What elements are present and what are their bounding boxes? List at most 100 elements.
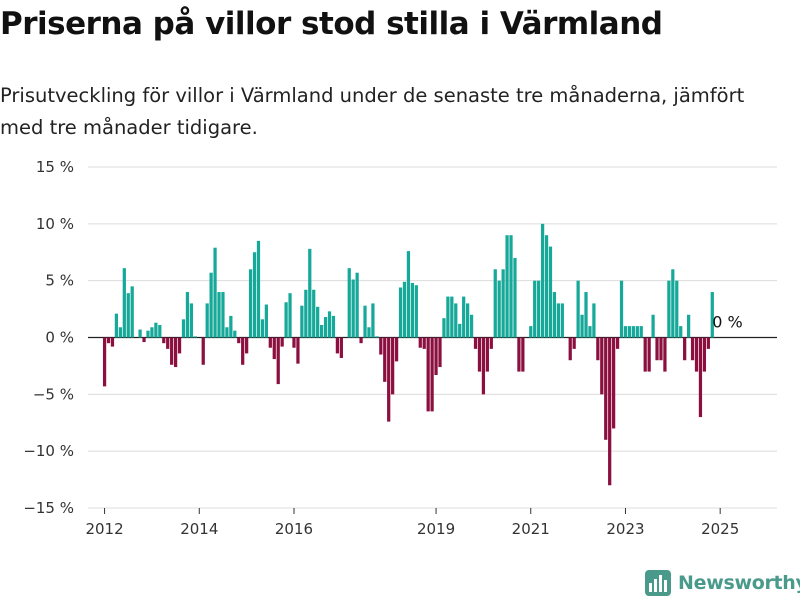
bar xyxy=(627,326,632,338)
bar xyxy=(335,337,340,354)
bar xyxy=(347,268,351,338)
bar xyxy=(126,293,130,338)
bar xyxy=(434,337,438,376)
bar xyxy=(304,289,308,338)
bar xyxy=(312,289,316,338)
bar xyxy=(264,304,268,338)
bar xyxy=(189,303,194,338)
bar xyxy=(615,337,620,349)
bar xyxy=(462,296,466,338)
bar xyxy=(201,337,205,365)
bar xyxy=(359,337,363,344)
bar xyxy=(521,337,525,372)
bar xyxy=(623,326,628,338)
bar xyxy=(106,337,111,344)
brand-name: Newsworthy xyxy=(678,572,800,594)
bar xyxy=(150,327,154,338)
bar xyxy=(410,282,414,338)
bar xyxy=(102,337,107,387)
x-tick-label: 2021 xyxy=(512,520,550,535)
bar xyxy=(572,337,576,349)
bar xyxy=(619,280,624,338)
bar xyxy=(639,326,643,338)
bar xyxy=(580,314,584,338)
bar xyxy=(130,286,134,338)
bar xyxy=(509,235,513,338)
bar xyxy=(418,337,422,348)
bar xyxy=(643,337,647,372)
bar xyxy=(576,280,580,338)
bar xyxy=(209,272,213,338)
bar xyxy=(252,252,257,338)
bar xyxy=(686,314,691,338)
bar xyxy=(300,305,304,338)
x-tick-label: 2025 xyxy=(701,520,739,535)
bar xyxy=(604,337,608,440)
bar xyxy=(422,337,426,349)
bar xyxy=(450,296,454,338)
bar xyxy=(588,326,592,338)
bar xyxy=(162,337,166,344)
bar xyxy=(272,337,276,360)
x-tick-label: 2012 xyxy=(85,520,123,535)
bar xyxy=(138,329,142,338)
bar xyxy=(596,337,600,361)
bar xyxy=(568,337,572,361)
bar xyxy=(375,336,379,338)
bar xyxy=(213,247,217,338)
bar xyxy=(540,223,545,338)
bar xyxy=(635,326,639,338)
bar xyxy=(501,269,505,338)
bar xyxy=(158,325,162,338)
bar xyxy=(319,325,324,338)
y-tick-label: 5 % xyxy=(45,272,74,290)
bar xyxy=(331,315,336,338)
bar xyxy=(505,235,509,338)
bar xyxy=(690,337,695,361)
bar xyxy=(146,330,150,338)
y-tick-label: 0 % xyxy=(45,329,74,347)
bar xyxy=(398,287,403,338)
bar xyxy=(371,303,375,338)
bar xyxy=(122,268,126,338)
bar xyxy=(414,285,418,338)
bar xyxy=(454,303,458,338)
bar xyxy=(481,337,486,395)
bar xyxy=(296,337,300,364)
y-axis-labels: 15 % 10 % 5 % 0 % −5 % −10 % −15 % xyxy=(23,158,74,517)
bar xyxy=(671,269,675,338)
bar xyxy=(387,337,391,422)
bar xyxy=(221,292,225,338)
bar xyxy=(391,337,395,395)
bar xyxy=(237,337,241,344)
bar xyxy=(556,303,560,338)
bar xyxy=(260,319,265,338)
bar xyxy=(173,337,178,368)
bar xyxy=(667,280,671,338)
bar xyxy=(308,248,312,338)
bar xyxy=(706,337,710,349)
bar xyxy=(533,280,537,338)
bar xyxy=(430,337,434,412)
bar xyxy=(118,327,122,338)
y-tick-label: −10 % xyxy=(23,442,74,460)
bar xyxy=(225,327,229,338)
bar xyxy=(497,280,501,338)
x-tick-label: 2023 xyxy=(606,520,644,535)
bar xyxy=(280,337,284,347)
bar xyxy=(217,292,221,338)
bar xyxy=(493,269,497,338)
bar xyxy=(489,337,493,349)
bar xyxy=(292,337,296,348)
bar xyxy=(229,315,233,338)
bar xyxy=(631,326,635,338)
bar xyxy=(241,337,245,365)
y-tick-label: −5 % xyxy=(33,385,74,403)
newsworthy-logo-icon xyxy=(645,570,671,596)
x-tick-label: 2016 xyxy=(275,520,313,535)
x-tick-label: 2019 xyxy=(417,520,455,535)
y-tick-label: 15 % xyxy=(36,158,74,176)
bar xyxy=(552,292,557,338)
bar xyxy=(166,337,170,349)
bar xyxy=(323,317,328,338)
